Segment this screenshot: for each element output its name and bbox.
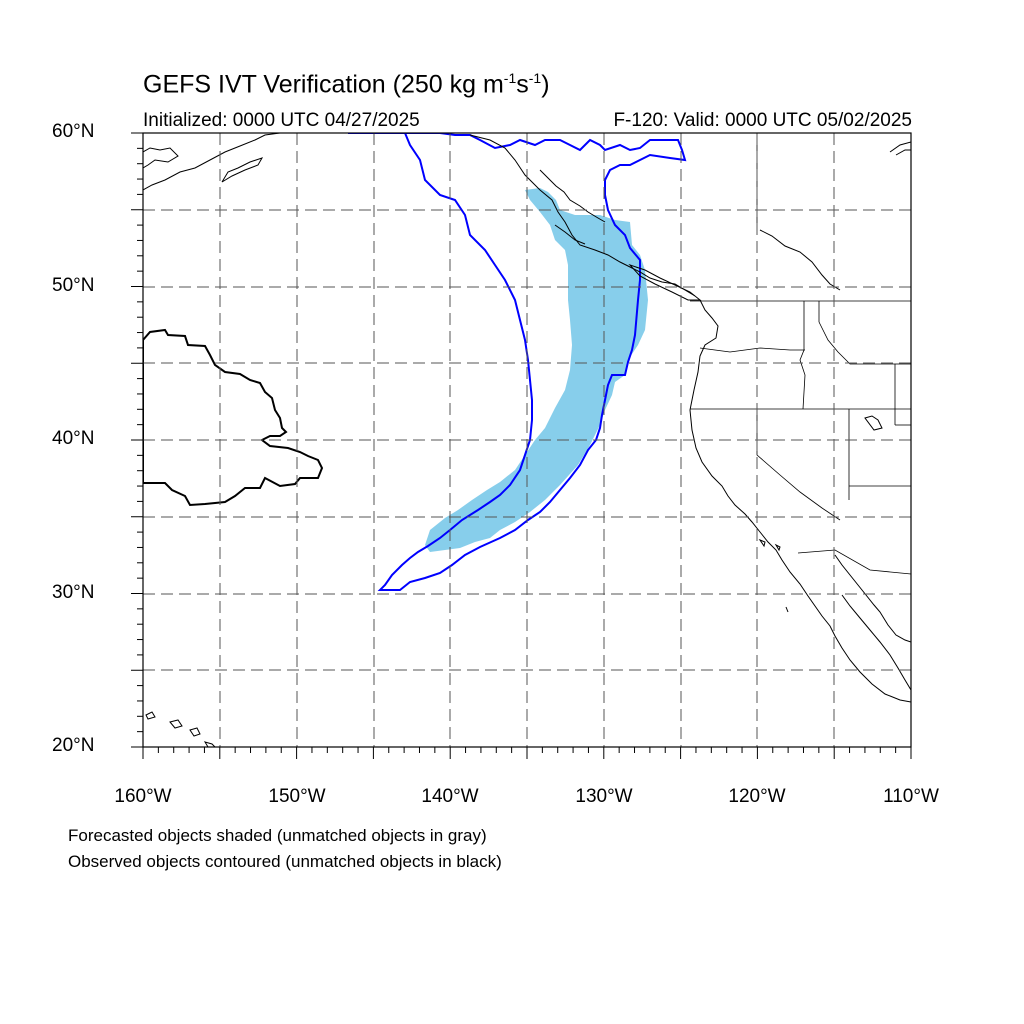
legend-note-observed: Observed objects contoured (unmatched ob… — [68, 852, 502, 871]
grid-lines — [143, 133, 911, 747]
title-exponent-2: -1 — [528, 70, 542, 86]
title-unit: s — [516, 70, 529, 99]
lon-label-140w: 140°W — [421, 786, 479, 807]
valid-time-label: F-120: Valid: 0000 UTC 05/02/2025 — [613, 110, 912, 131]
lat-label-30: 30°N — [52, 582, 95, 603]
forecast-object-shaded — [425, 188, 648, 552]
init-time-label: Initialized: 0000 UTC 04/27/2025 — [143, 110, 420, 131]
lon-label-150w: 150°W — [268, 786, 326, 807]
title-close: ) — [541, 70, 550, 99]
title-exponent-1: -1 — [503, 70, 517, 86]
lat-label-40: 40°N — [52, 428, 95, 449]
lon-label-110w: 110°W — [883, 786, 939, 807]
lat-label-60: 60°N — [52, 121, 95, 142]
map-title: GEFS IVT Verification (250 kg m-1s-1) — [143, 70, 550, 99]
observed-object-contour-main — [348, 133, 687, 591]
lat-label-50: 50°N — [52, 275, 95, 296]
coastlines — [143, 133, 911, 747]
political-borders — [690, 133, 911, 575]
lon-label-130w: 130°W — [575, 786, 633, 807]
lon-label-120w: 120°W — [728, 786, 786, 807]
lat-label-20: 20°N — [52, 735, 95, 756]
title-text: GEFS IVT Verification (250 kg m — [143, 70, 504, 99]
axis-ticks — [131, 132, 912, 759]
legend-note-forecast: Forecasted objects shaded (unmatched obj… — [68, 826, 487, 845]
observed-object-contour-unmatched — [143, 328, 324, 507]
lon-label-160w: 160°W — [114, 786, 172, 807]
